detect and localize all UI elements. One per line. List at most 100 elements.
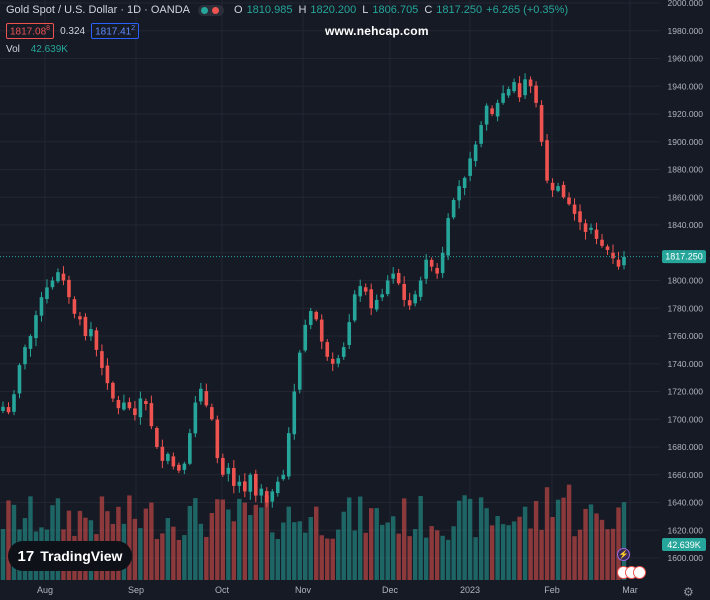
candle-body [528, 79, 533, 87]
volume-bar [253, 504, 258, 580]
volume-bar [220, 499, 226, 580]
change-value: +6.265 (+0.35%) [486, 4, 569, 16]
candle-body [50, 280, 55, 288]
x-tick-label: Nov [295, 585, 312, 595]
candle-body [160, 446, 165, 461]
volume-bar [259, 507, 264, 580]
candle-body [545, 140, 549, 181]
candle-body [594, 229, 599, 239]
volume-bar [594, 513, 599, 580]
tradingview-logo-text: TradingView [40, 548, 123, 564]
candle-body [446, 218, 450, 256]
volume-bar [605, 529, 610, 580]
x-tick-label: Aug [37, 585, 53, 595]
lightning-icon[interactable]: ⚡ [617, 548, 630, 561]
candle-body [144, 401, 148, 404]
volume-legend[interactable]: Vol 42.639K [6, 44, 68, 55]
y-tick-label: 1920.000 [668, 109, 704, 119]
tradingview-logo[interactable]: 17 TradingView [8, 541, 132, 571]
volume-bar [215, 499, 220, 580]
volume-bar [363, 532, 368, 580]
y-tick-label: 1880.000 [668, 165, 704, 175]
candle-body [539, 105, 544, 142]
candle-body [380, 294, 384, 298]
quote-row: 1817.088 0.324 1817.412 [6, 23, 140, 40]
volume-bar [341, 511, 346, 580]
sell-button[interactable]: 1817.088 [6, 23, 55, 40]
volume-bar [610, 528, 616, 580]
volume-bar [390, 516, 396, 580]
chart-grid [0, 0, 660, 578]
y-tick-label: 1780.000 [668, 303, 704, 313]
buy-button[interactable]: 1817.412 [91, 23, 140, 40]
volume-bar [292, 522, 297, 580]
low-label: L [362, 4, 369, 16]
y-tick-label: 1760.000 [668, 331, 704, 341]
candle-body [501, 93, 505, 103]
volume-bar [6, 500, 11, 580]
volume-bar [572, 536, 577, 580]
candle-body [149, 403, 154, 427]
us-flag-icon-3[interactable] [633, 566, 646, 579]
y-tick-label: 1840.000 [668, 220, 704, 230]
volume-bar [407, 536, 412, 580]
candle-body [78, 316, 82, 320]
candle-body [193, 402, 198, 434]
gear-icon[interactable]: ⚙ [683, 585, 694, 599]
candle-body [166, 453, 170, 461]
volume-bar [165, 518, 171, 580]
candle-body [264, 491, 269, 503]
candle-body [67, 279, 71, 298]
time-axis[interactable]: Aug Sep Oct Nov Dec 2023 Feb Mar [37, 585, 638, 595]
candle-body [89, 329, 93, 337]
volume-bar [347, 497, 352, 580]
volume-bar [418, 496, 423, 580]
volume-bar [55, 498, 61, 580]
candle-body [517, 83, 522, 98]
high-value: 1820.200 [310, 4, 357, 16]
legend-header: Gold Spot / U.S. Dollar · 1D · OANDA O 18… [6, 4, 568, 16]
volume-bar [226, 509, 231, 580]
volume-bar [198, 523, 204, 580]
price-axis[interactable]: 2000.000 1980.000 1960.000 1940.000 1920.000… [668, 0, 704, 563]
volume-bar [473, 537, 478, 580]
volume-bar [621, 502, 627, 580]
x-tick-label: Oct [215, 585, 230, 595]
volume-bar [489, 525, 495, 580]
y-tick-label: 1860.000 [668, 192, 704, 202]
volume-bar [149, 502, 154, 580]
volume-bar [358, 496, 363, 580]
candle-body [259, 488, 264, 496]
candle-body [385, 280, 390, 295]
volume-bar [330, 538, 335, 580]
candle-body [325, 342, 330, 357]
last-price-label-text: 1817.250 [665, 252, 703, 262]
candle-body [83, 316, 88, 336]
candle-body [550, 182, 555, 191]
candle-body [336, 358, 341, 364]
volume-bar [270, 532, 275, 580]
candle-body [352, 294, 357, 321]
volume-bar [583, 508, 588, 580]
market-status-toggle[interactable] [198, 4, 224, 16]
x-tick-label: Sep [128, 585, 144, 595]
candle-body [495, 102, 500, 117]
candle-body [567, 197, 571, 205]
candle-body [605, 246, 610, 250]
symbol-title[interactable]: Gold Spot / U.S. Dollar · 1D · OANDA [6, 4, 190, 16]
candle-body [561, 184, 566, 198]
candle-body [94, 330, 99, 350]
candle-body [319, 319, 324, 342]
candle-body [490, 108, 494, 114]
volume-bar [555, 499, 561, 580]
candle-body [177, 464, 181, 471]
candle-body [512, 82, 516, 92]
candle-body [462, 177, 467, 188]
candle-body [341, 347, 346, 357]
candlesticks [1, 73, 626, 508]
candle-body [451, 200, 456, 218]
volume-bar [434, 530, 440, 580]
candle-body [473, 144, 478, 162]
low-value: 1806.705 [372, 4, 419, 16]
